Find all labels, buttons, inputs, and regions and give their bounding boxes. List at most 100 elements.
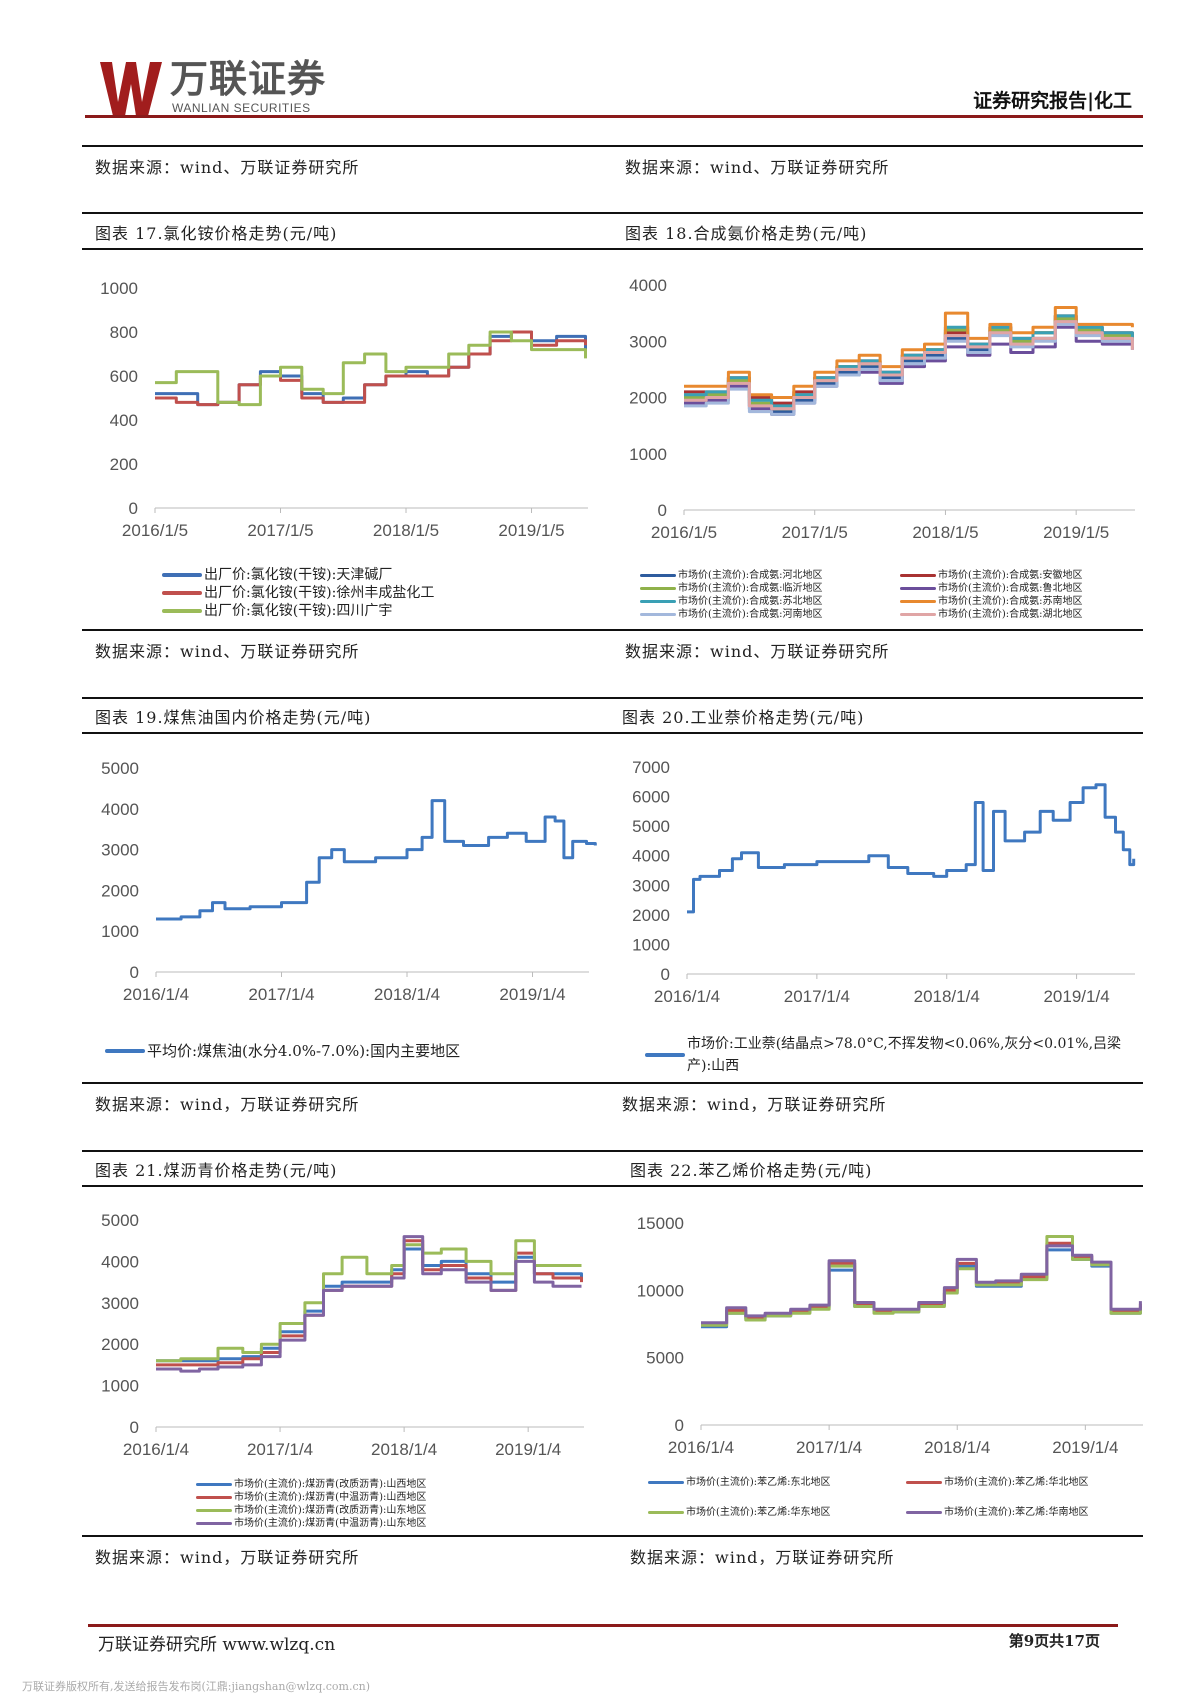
series-line-3 [156, 1239, 582, 1363]
y-tick-label: 200 [110, 455, 138, 474]
x-tick-label: 2019/1/4 [1043, 987, 1109, 1006]
legend-item: 市场价:工业萘(结晶点>78.0°C,不挥发物<0.06%,灰分<0.01%,吕… [645, 1033, 1135, 1077]
header-divider [85, 115, 1143, 118]
legend-item: 市场价(主流价):合成氨:苏北地区 [640, 595, 900, 608]
x-tick-label: 2019/1/4 [499, 985, 565, 1004]
legend-label: 市场价(主流价):苯乙烯:华北地区 [944, 1477, 1089, 1488]
source-note: 数据来源：wind、万联证券研究所 [95, 158, 360, 177]
legend-label: 市场价(主流价):苯乙烯:华东地区 [686, 1507, 831, 1518]
y-tick-label: 6000 [632, 788, 670, 807]
legend-label: 市场价(主流价):合成氨:湖北地区 [938, 609, 1083, 620]
legend-swatch [162, 573, 202, 577]
legend-label: 市场价(主流价):合成氨:河南地区 [678, 609, 823, 620]
y-tick-label: 3000 [101, 841, 139, 860]
y-tick-label: 4000 [101, 1252, 139, 1271]
x-tick-label: 2018/1/5 [373, 521, 439, 540]
x-tick-label: 2016/1/4 [123, 985, 189, 1004]
legend-item: 市场价(主流价):合成氨:河北地区 [640, 569, 900, 582]
x-tick-label: 2018/1/4 [914, 987, 980, 1006]
divider [82, 248, 1143, 250]
series-line-6 [684, 306, 1134, 399]
legend-label: 市场价(主流价):合成氨:鲁北地区 [938, 583, 1083, 594]
copyright-note: 万联证券版权所有,发送给报告发布岗(江鼎:jiangshan@wlzq.com.… [22, 1680, 370, 1693]
legend-item: 市场价(主流价):合成氨:鲁北地区 [900, 582, 1160, 595]
y-tick-label: 0 [130, 963, 139, 982]
series-line-1 [156, 1247, 583, 1363]
y-tick-label: 800 [110, 323, 138, 342]
legend-swatch [900, 574, 936, 577]
source-note: 数据来源：wind，万联证券研究所 [622, 1095, 887, 1114]
y-tick-label: 0 [675, 1416, 684, 1435]
legend-swatch [640, 574, 676, 577]
y-tick-label: 5000 [646, 1349, 684, 1368]
legend-swatch [196, 1522, 232, 1525]
chart-18-synthetic-ammonia: 0 1000 2000 3000 4000 2016/1/5 2017/1/5 2018/1/… [629, 276, 1135, 542]
chart-19-coal-tar: 0 1000 2000 3000 4000 5000 2016/1/4 2017/1/4 201… [101, 759, 597, 1004]
legend-swatch [900, 613, 936, 616]
legend-label: 市场价(主流价):煤沥青(改质沥青):山东地区 [234, 1505, 427, 1516]
logo-w-mark [100, 62, 162, 116]
logo-text-en: WANLIAN SECURITIES [172, 101, 311, 115]
legend-swatch [645, 1053, 685, 1057]
y-tick-label: 3000 [629, 332, 667, 351]
legend-label: 市场价(主流价):合成氨:河北地区 [678, 570, 823, 581]
legend-swatch [640, 600, 676, 603]
legend-item: 市场价(主流价):合成氨:河南地区 [640, 608, 900, 621]
y-tick-label: 4000 [101, 800, 139, 819]
legend-swatch [162, 609, 202, 613]
legend-item: 出厂价:氯化铵(干铵):徐州丰成盐化工 [162, 584, 434, 602]
legend-item: 市场价(主流价):煤沥青(改质沥青):山东地区 [196, 1504, 426, 1517]
legend-item: 市场价(主流价):苯乙烯:华北地区 [906, 1476, 1164, 1489]
x-tick-label: 2018/1/4 [924, 1438, 990, 1457]
chart-22-styrene: 0 5000 10000 15000 2016/1/4 2017/1/4 2018/1/4 2… [637, 1214, 1143, 1457]
series-line-1 [155, 330, 587, 407]
divider [82, 1185, 1143, 1187]
x-tick-label: 2017/1/5 [782, 523, 848, 542]
y-tick-label: 2000 [101, 881, 139, 900]
legend-swatch [900, 587, 936, 590]
legend-swatch [640, 587, 676, 590]
divider [82, 212, 1143, 214]
legend-swatch [162, 591, 202, 595]
legend-label: 出厂价:氯化铵(干铵):四川广宇 [204, 603, 393, 619]
legend-chart-20: 市场价:工业萘(结晶点>78.0°C,不挥发物<0.06%,灰分<0.01%,吕… [645, 1033, 1135, 1077]
y-tick-label: 400 [110, 411, 138, 430]
legend-item: 市场价(主流价):煤沥青(中温沥青):山西地区 [196, 1491, 426, 1504]
chart-20-industrial-naphthalene: 0 1000 2000 3000 4000 5000 6000 7000 2016/1/4 201… [632, 758, 1136, 1006]
series-line-2 [156, 1239, 583, 1367]
legend-swatch [196, 1483, 232, 1486]
y-tick-label: 1000 [101, 1377, 139, 1396]
x-tick-label: 2017/1/4 [784, 987, 850, 1006]
x-tick-label: 2019/1/4 [1052, 1438, 1118, 1457]
footer-divider [88, 1624, 1118, 1627]
x-tick-label: 2016/1/5 [651, 523, 717, 542]
divider [82, 732, 1143, 734]
legend-swatch [196, 1496, 232, 1499]
x-tick-label: 2019/1/4 [495, 1440, 561, 1459]
legend-chart-21: 市场价(主流价):煤沥青(改质沥青):山西地区 市场价(主流价):煤沥青(中温沥青… [196, 1478, 426, 1530]
legend-swatch [648, 1481, 684, 1484]
legend-label: 市场价(主流价):合成氨:苏北地区 [678, 596, 823, 607]
legend-label: 市场价(主流价):苯乙烯:东北地区 [686, 1477, 831, 1488]
y-tick-label: 10000 [637, 1281, 684, 1300]
y-tick-label: 2000 [632, 906, 670, 925]
legend-item: 平均价:煤焦油(水分4.0%-7.0%):国内主要地区 [105, 1042, 460, 1060]
legend-label: 市场价(主流价):合成氨:安徽地区 [938, 570, 1083, 581]
series-line-8 [684, 320, 1134, 411]
y-tick-label: 1000 [101, 922, 139, 941]
y-tick-label: 0 [658, 501, 667, 520]
source-note: 数据来源：wind，万联证券研究所 [95, 1095, 360, 1114]
y-tick-label: 5000 [101, 1211, 139, 1230]
divider [82, 1082, 1143, 1084]
x-tick-label: 2016/1/4 [668, 1438, 734, 1457]
chart-17-ammonium-chloride: 0 200 400 600 800 1000 2016/1/5 2017/1/5 2018/1/… [100, 279, 588, 540]
series-line-4 [701, 1244, 1142, 1325]
legend-chart-18: 市场价(主流价):合成氨:河北地区 市场价(主流价):合成氨:临沂地区 市场价(主流… [640, 569, 1160, 621]
chart-21-coal-pitch: 0 1000 2000 3000 4000 5000 2016/1/4 2017/1/4 201… [101, 1211, 584, 1459]
y-tick-label: 1000 [629, 445, 667, 464]
y-tick-label: 3000 [632, 876, 670, 895]
x-tick-label: 2017/1/4 [247, 1440, 313, 1459]
logo-text-cn: 万联证券 [170, 57, 327, 101]
legend-swatch [906, 1511, 942, 1514]
x-tick-label: 2016/1/4 [123, 1440, 189, 1459]
